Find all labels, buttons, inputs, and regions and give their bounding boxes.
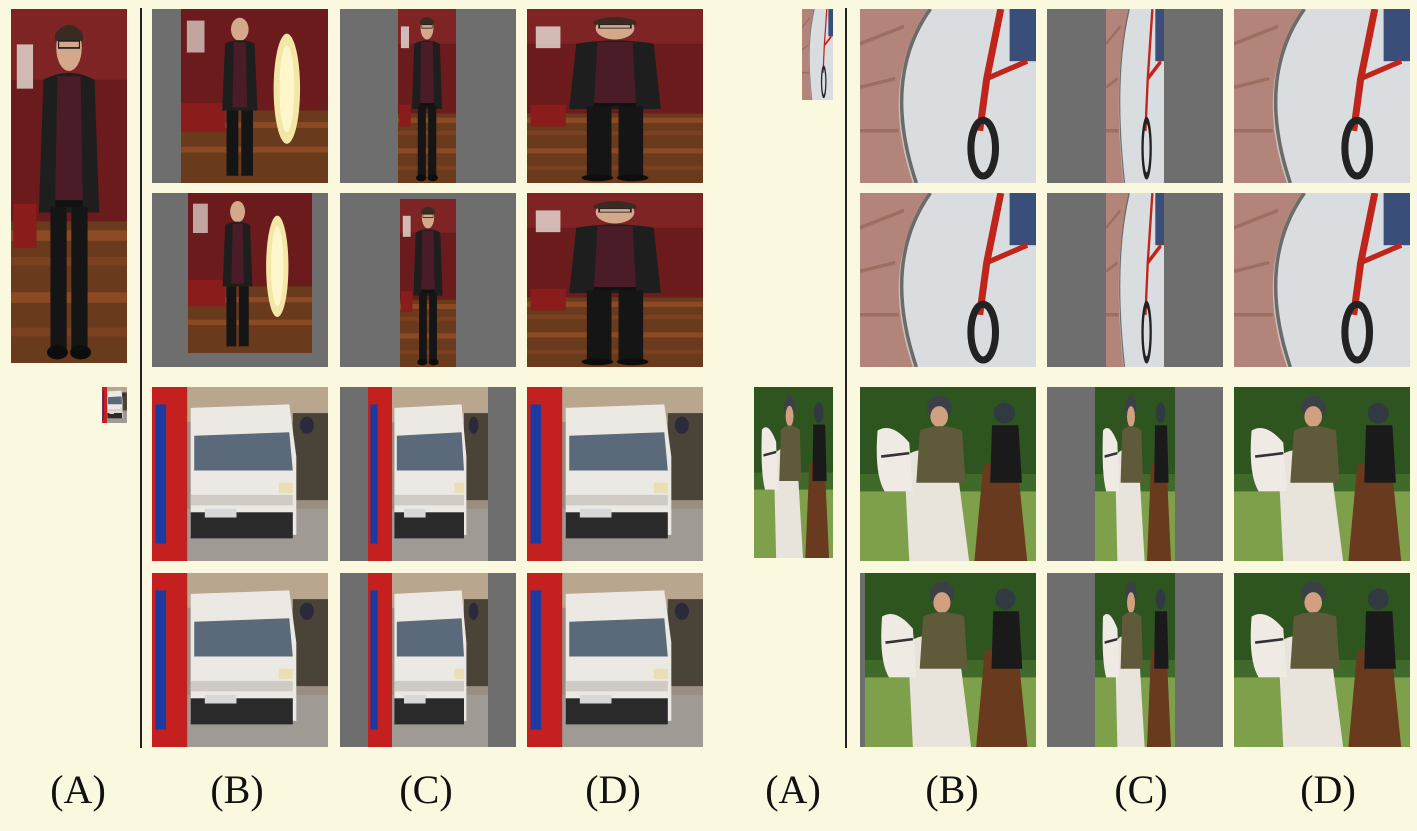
bike-crop-b-row1 <box>860 9 1036 183</box>
bike-crop-d-row2 <box>1234 193 1410 367</box>
label-right-a: (A) <box>765 767 821 812</box>
van-crop-c-row2 <box>340 573 516 747</box>
horse-crop-b-row1 <box>860 387 1036 561</box>
van-crop-d-row2 <box>527 573 703 747</box>
horse-crop-b-row2 <box>860 573 1036 747</box>
label-left-a: (A) <box>50 767 106 812</box>
van-crop-d-row1 <box>527 387 703 561</box>
man-crop-b-row2 <box>152 193 328 367</box>
label-left-c: (C) <box>399 767 453 812</box>
man-crop-b-row1 <box>152 9 328 183</box>
label-right-d: (D) <box>1300 767 1356 812</box>
man-crop-c-row2 <box>340 193 516 367</box>
label-left-b: (B) <box>210 767 264 812</box>
bike-original-thumb <box>802 9 833 100</box>
bike-crop-d-row1 <box>1234 9 1410 183</box>
horse-crop-c-row2 <box>1047 573 1223 747</box>
van-crop-b-row1 <box>152 387 328 561</box>
man-crop-d-row1 <box>527 9 703 183</box>
van-original-thumb <box>102 387 127 423</box>
man-original-thumb <box>11 9 127 363</box>
label-left-d: (D) <box>585 767 641 812</box>
man-crop-d-row2 <box>527 193 703 367</box>
bike-crop-c-row2 <box>1047 193 1223 367</box>
horse-crop-d-row2 <box>1234 573 1410 747</box>
van-crop-b-row2 <box>152 573 328 747</box>
horse-original-thumb <box>754 387 833 558</box>
horse-crop-d-row1 <box>1234 387 1410 561</box>
label-right-b: (B) <box>925 767 979 812</box>
left-divider <box>140 8 142 748</box>
man-crop-c-row1 <box>340 9 516 183</box>
horse-crop-c-row1 <box>1047 387 1223 561</box>
label-right-c: (C) <box>1114 767 1168 812</box>
right-divider <box>845 8 847 748</box>
bike-crop-c-row1 <box>1047 9 1223 183</box>
bike-crop-b-row2 <box>860 193 1036 367</box>
van-crop-c-row1 <box>340 387 516 561</box>
